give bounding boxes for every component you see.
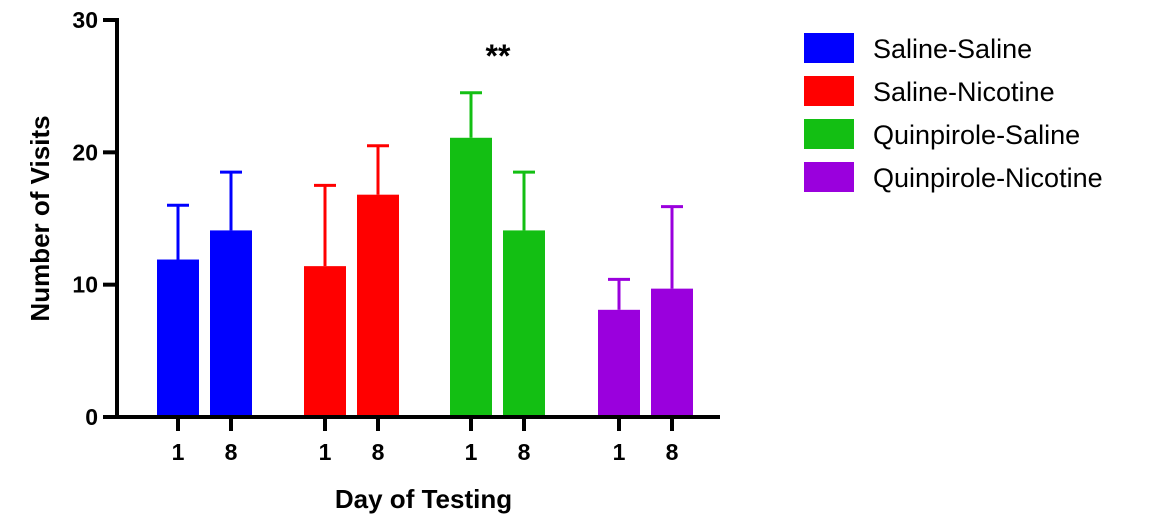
- bar: [210, 230, 252, 417]
- legend-label: Saline-Saline: [873, 34, 1032, 64]
- legend-swatch: [804, 33, 854, 63]
- bar: [651, 288, 693, 417]
- x-tick-label: 1: [172, 439, 185, 465]
- legend-label: Quinpirole-Saline: [873, 120, 1080, 150]
- legend-label: Quinpirole-Nicotine: [873, 163, 1103, 193]
- y-tick-label: 30: [72, 7, 98, 33]
- legend-swatch: [804, 119, 854, 149]
- legend-swatch: [804, 162, 854, 192]
- x-tick-label: 8: [666, 439, 679, 465]
- bar: [157, 259, 199, 417]
- legend-label: Saline-Nicotine: [873, 77, 1055, 107]
- bar: [357, 194, 399, 417]
- y-tick-label: 0: [85, 404, 98, 430]
- bar: [450, 137, 492, 417]
- x-tick-label: 8: [518, 439, 531, 465]
- y-tick-label: 20: [72, 139, 98, 165]
- y-axis-ticks: 0 10 20 30: [72, 7, 117, 430]
- x-tick-label: 1: [319, 439, 332, 465]
- x-tick-label: 1: [613, 439, 626, 465]
- x-axis-title: Day of Testing: [335, 484, 512, 514]
- significance-annotation: **: [486, 38, 511, 74]
- x-tick-label: 8: [372, 439, 385, 465]
- legend: Saline-Saline Saline-Nicotine Quinpirole-S…: [804, 33, 1103, 193]
- x-tick-label: 8: [225, 439, 238, 465]
- y-tick-label: 10: [72, 272, 98, 298]
- bar: [304, 266, 346, 417]
- bar: [503, 230, 545, 417]
- y-axis-title: Number of Visits: [25, 115, 55, 321]
- bar: [598, 309, 640, 417]
- x-tick-label: 1: [465, 439, 478, 465]
- legend-swatch: [804, 76, 854, 106]
- x-axis-tick-labels: 1 8 1 8 1 8 1 8: [172, 417, 679, 465]
- bars: [157, 91, 693, 417]
